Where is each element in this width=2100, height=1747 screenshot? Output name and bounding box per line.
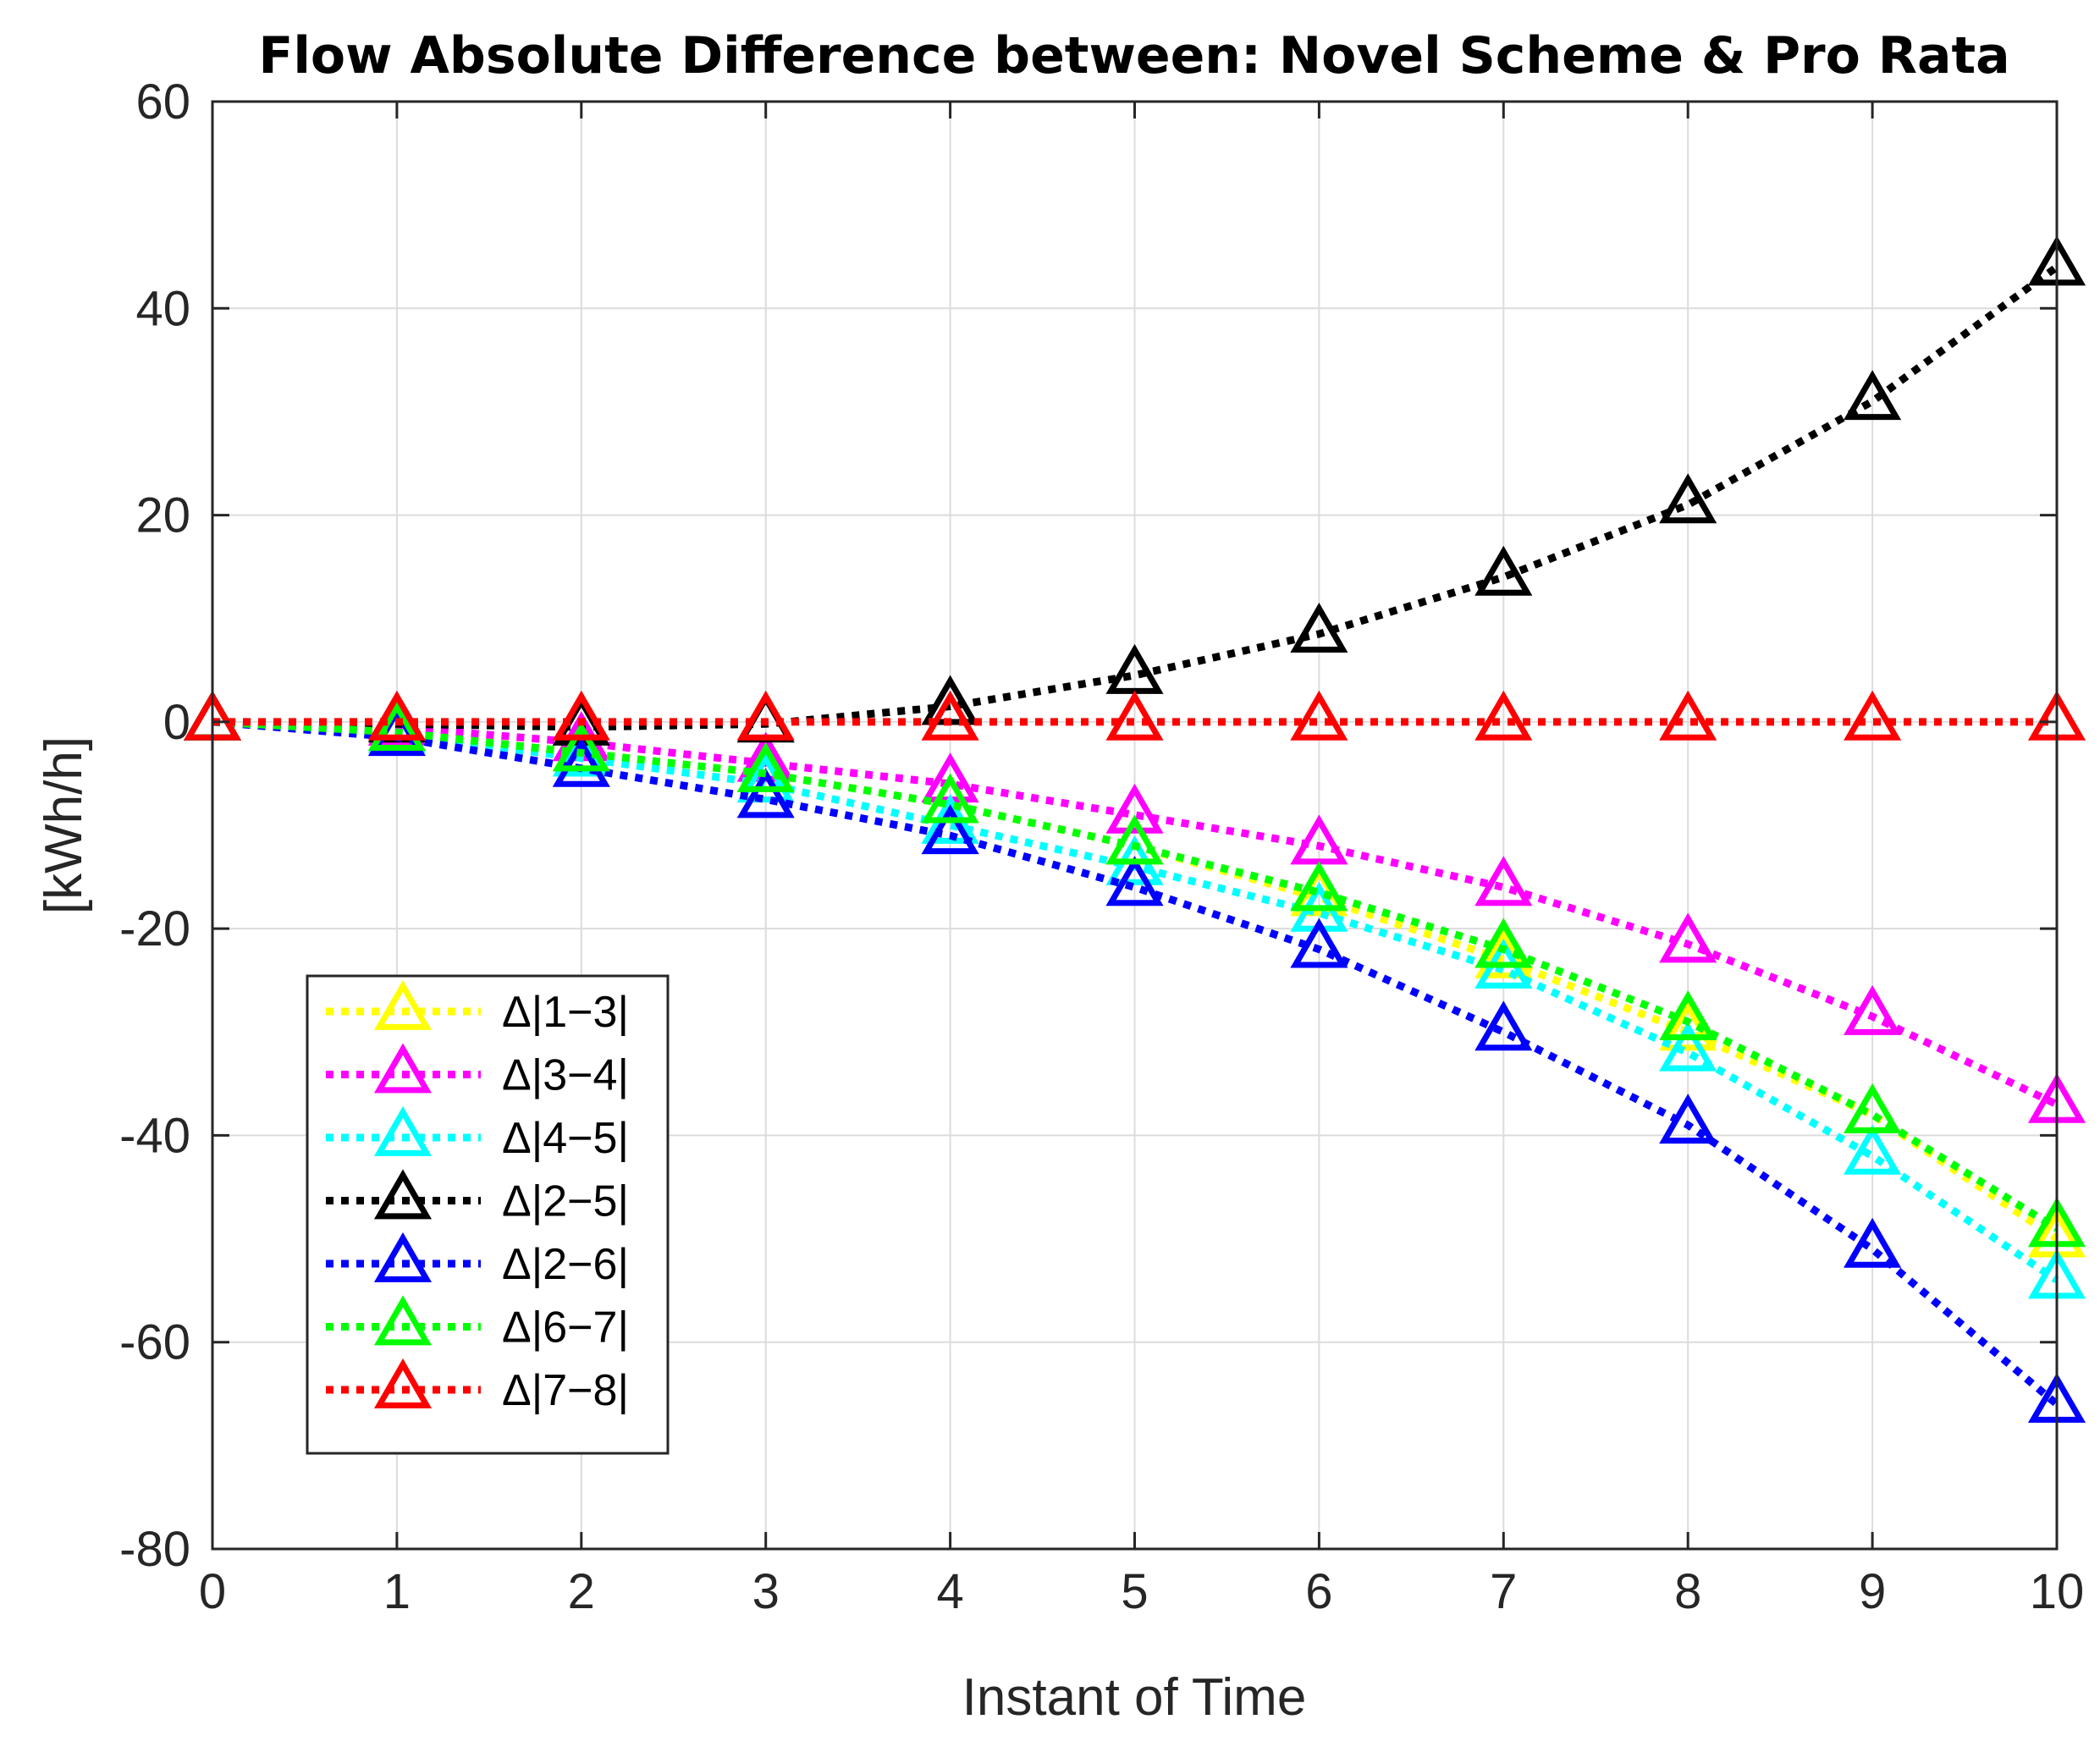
y-tick-label: 0 (163, 695, 190, 750)
y-tick-label: -40 (119, 1108, 190, 1163)
x-tick-label: 8 (1674, 1564, 1701, 1619)
legend-marker (373, 1358, 433, 1408)
data-point-marker (552, 721, 610, 772)
series-7 (183, 690, 2086, 741)
data-point-marker (921, 773, 979, 824)
data-point-marker (1105, 783, 1164, 834)
x-tick-label: 5 (1121, 1564, 1148, 1619)
data-point-marker (1659, 473, 1717, 524)
x-tick-label: 9 (1859, 1564, 1886, 1619)
y-axis-ticks: 60 40 20 0 -20 -40 -60 -80 (119, 74, 2057, 1577)
data-point-marker (1474, 856, 1533, 907)
y-axis-label: [kWh/h] (35, 736, 93, 914)
data-point-marker (736, 690, 795, 741)
y-tick-label: 40 (135, 281, 190, 336)
data-point-marker (1659, 990, 1717, 1040)
x-tick-label: 3 (752, 1564, 780, 1619)
data-point-marker (1844, 1217, 1902, 1268)
series-line (212, 263, 2059, 731)
x-tick-label: 7 (1490, 1564, 1517, 1619)
legend-marker (373, 1169, 433, 1220)
legend-entry-label: Δ|1−3| (502, 988, 629, 1037)
data-point-marker (736, 741, 795, 792)
data-point-marker (552, 736, 610, 787)
x-axis-ticks: 0 1 2 3 4 5 6 7 8 9 10 (199, 102, 2084, 1619)
data-point-marker (1105, 690, 1164, 741)
data-point-marker (1290, 602, 1348, 653)
legend-marker (373, 1295, 433, 1346)
data-point-marker (1844, 370, 1902, 421)
legend-marker (373, 979, 433, 1030)
data-point-marker (1474, 1000, 1533, 1051)
x-tick-label: 1 (383, 1564, 411, 1619)
x-tick-label: 2 (568, 1564, 595, 1619)
data-point-marker (1290, 690, 1348, 741)
legend-entry-label: Δ|6−7| (502, 1303, 629, 1353)
x-axis-label: Instant of Time (962, 1668, 1307, 1727)
legend-entry-label: Δ|2−5| (502, 1177, 629, 1226)
legend-marker (373, 1232, 433, 1282)
data-point-marker (1659, 1021, 1717, 1072)
legend-marker (373, 1043, 433, 1094)
data-point-marker (1844, 1124, 1902, 1175)
legend-box (306, 974, 670, 1455)
data-point-marker (1290, 918, 1348, 968)
data-point-marker (1659, 912, 1717, 963)
series-line (212, 718, 2059, 1232)
data-point-marker (921, 690, 979, 741)
data-point-marker (1474, 690, 1533, 741)
x-tick-label: 0 (199, 1564, 226, 1619)
x-tick-label: 6 (1305, 1564, 1332, 1619)
y-tick-label: -80 (119, 1522, 190, 1577)
legend-entry-label: Δ|7−8| (502, 1366, 629, 1415)
legend-entry-label: Δ|4−5| (502, 1114, 629, 1163)
data-point-marker (1844, 984, 1902, 1035)
y-tick-label: 20 (135, 488, 190, 543)
data-point-marker (367, 701, 426, 751)
y-tick-label: -60 (119, 1315, 190, 1370)
x-tick-label: 4 (936, 1564, 963, 1619)
y-tick-label: 60 (135, 74, 190, 130)
series-line (212, 718, 2059, 1108)
data-point-marker (1105, 814, 1164, 865)
data-point-marker (1105, 856, 1164, 907)
data-series (183, 235, 2086, 1423)
legend-entry-label: Δ|2−6| (502, 1240, 629, 1289)
data-point-marker (1474, 918, 1533, 968)
legend: Δ|1−3| Δ|3−4| Δ|4−5| Δ|2−5| Δ|2−6| Δ|6−7| Δ|7−… (306, 974, 670, 1455)
data-point-marker (1844, 690, 1902, 741)
data-point-marker (1290, 861, 1348, 912)
data-point-marker (552, 690, 610, 741)
chart-title: Flow Absolute Difference between: Novel … (258, 26, 2009, 85)
data-point-marker (921, 804, 979, 855)
x-tick-label: 10 (2030, 1564, 2085, 1619)
data-point-marker (1659, 690, 1717, 741)
data-point-marker (367, 690, 426, 741)
data-point-marker (1659, 1094, 1717, 1144)
y-tick-label: -20 (119, 901, 190, 956)
data-point-marker (736, 768, 795, 818)
data-point-marker (1844, 1083, 1902, 1133)
data-point-marker (1474, 545, 1533, 596)
legend-marker (373, 1105, 433, 1156)
series-line (212, 718, 2059, 1408)
legend-entry-label: Δ|3−4| (502, 1051, 629, 1100)
